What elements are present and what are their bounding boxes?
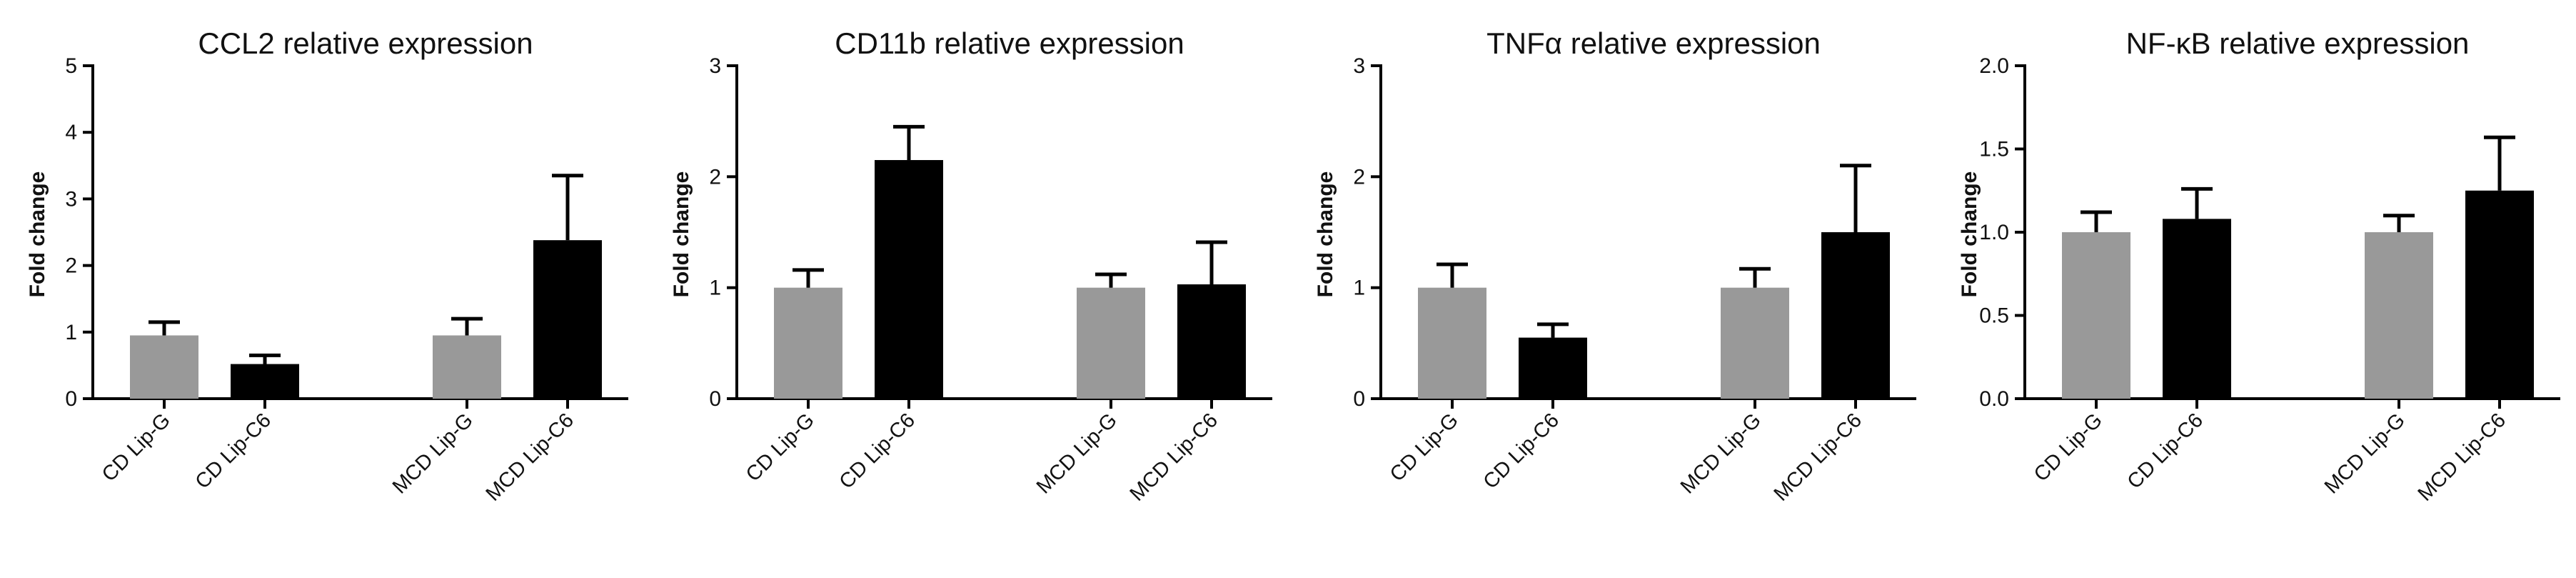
x-category-label: CD Lip-G <box>1386 409 1463 486</box>
y-tick-label: 2 <box>65 254 77 278</box>
y-tick-label: 2 <box>709 165 721 189</box>
plot-area: 0 1 2 3 4 5 CD Lip-G CD Lip-C6 MCD Lip-G MCD Lip-… <box>65 54 628 506</box>
x-category-label: MCD Lip-G <box>388 409 478 498</box>
bar <box>130 335 198 399</box>
chart-title: NF-κB relative expression <box>2126 26 2470 60</box>
y-tick-label: 1.5 <box>1979 138 2009 161</box>
chart-panel-nfkb: NF-κB relative expression Fold change 0.… <box>1932 0 2576 578</box>
bar <box>2465 190 2534 399</box>
y-tick-label: 1 <box>65 321 77 344</box>
y-tick-label: 3 <box>1353 54 1365 78</box>
bar <box>1077 287 1145 399</box>
x-category-label: CD Lip-G <box>2030 409 2107 486</box>
y-tick-label: 2 <box>1353 165 1365 189</box>
y-tick-label: 2.0 <box>1979 54 2009 78</box>
plot-area: 0.0 0.5 1.0 1.5 2.0 CD Lip-G CD Lip-C6 MCD Lip-… <box>1979 54 2560 506</box>
bar <box>231 364 299 399</box>
plot-area: 0 1 2 3 CD Lip-G CD Lip-C6 MCD Lip-G MCD Lip-C6 <box>1353 54 1916 506</box>
y-axis-label: Fold change <box>670 171 693 298</box>
chart-panel-ccl2: CCL2 relative expression Fold change 0 1 2… <box>0 0 644 578</box>
y-axis-label: Fold change <box>1314 171 1337 298</box>
bar <box>2062 232 2130 399</box>
y-tick-label: 4 <box>65 121 77 144</box>
y-axis-label: Fold change <box>1958 171 1981 298</box>
chart-ccl2: CCL2 relative expression Fold change 0 1 2… <box>26 26 628 506</box>
y-tick-label: 0 <box>1353 387 1365 411</box>
x-category-label: CD Lip-G <box>742 409 819 486</box>
bar <box>1721 287 1789 399</box>
y-axis-label: Fold change <box>26 171 49 298</box>
bar <box>433 335 501 399</box>
x-category-label: MCD Lip-C6 <box>482 409 578 505</box>
chart-title: CD11b relative expression <box>835 26 1184 60</box>
bar <box>774 287 842 399</box>
chart-nfkb: NF-κB relative expression Fold change 0.… <box>1958 26 2560 506</box>
x-category-label: MCD Lip-C6 <box>1770 409 1866 505</box>
chart-title: CCL2 relative expression <box>198 26 533 60</box>
x-category-label: CD Lip-C6 <box>2123 409 2208 493</box>
x-category-label: CD Lip-C6 <box>191 409 276 493</box>
bar <box>875 160 943 399</box>
y-tick-label: 1 <box>709 276 721 300</box>
bar <box>1519 337 1587 399</box>
chart-panel-cd11b: CD11b relative expression Fold change 0 1… <box>644 0 1288 578</box>
chart-title: TNFα relative expression <box>1486 26 1821 60</box>
bar <box>1821 232 1890 399</box>
x-category-label: CD Lip-C6 <box>835 409 920 493</box>
chart-panel-tnfa: TNFα relative expression Fold change 0 1 2… <box>1288 0 1932 578</box>
bar <box>533 240 602 399</box>
y-tick-label: 0 <box>709 387 721 411</box>
x-category-label: CD Lip-G <box>98 409 175 486</box>
bar <box>1418 287 1486 399</box>
x-category-label: MCD Lip-G <box>1676 409 1766 498</box>
y-tick-label: 1.0 <box>1979 221 2009 244</box>
chart-tnfa: TNFα relative expression Fold change 0 1 2… <box>1314 26 1916 506</box>
x-category-label: MCD Lip-C6 <box>2414 409 2510 505</box>
y-tick-label: 3 <box>65 187 77 211</box>
y-tick-label: 0.0 <box>1979 387 2009 411</box>
x-category-label: MCD Lip-G <box>1032 409 1122 498</box>
chart-cd11b: CD11b relative expression Fold change 0 1… <box>670 26 1272 506</box>
x-category-label: MCD Lip-C6 <box>1126 409 1222 505</box>
y-tick-label: 5 <box>65 54 77 78</box>
y-tick-label: 1 <box>1353 276 1365 300</box>
x-category-label: CD Lip-C6 <box>1479 409 1564 493</box>
bar <box>1177 284 1246 399</box>
plot-area: 0 1 2 3 CD Lip-G CD Lip-C6 MCD Lip-G MCD Lip-C6 <box>709 54 1272 506</box>
y-tick-label: 3 <box>709 54 721 78</box>
bar <box>2163 219 2231 399</box>
y-tick-label: 0.5 <box>1979 304 2009 328</box>
bar <box>2365 232 2433 399</box>
x-category-label: MCD Lip-G <box>2320 409 2410 498</box>
y-tick-label: 0 <box>65 387 77 411</box>
